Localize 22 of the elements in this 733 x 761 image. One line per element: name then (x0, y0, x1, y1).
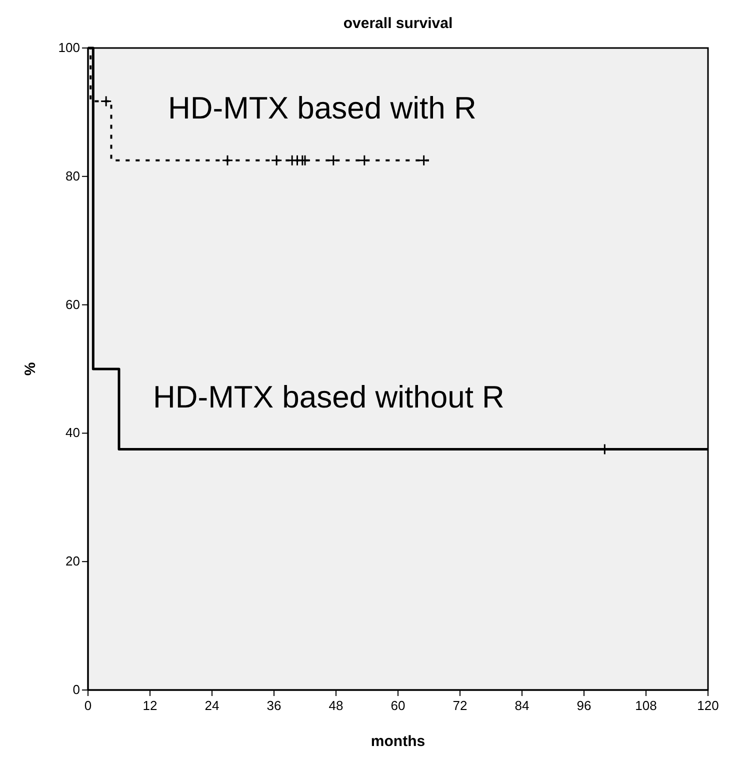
x-tick-label: 120 (697, 698, 719, 713)
y-axis-title: % (22, 362, 39, 376)
x-tick-label: 96 (576, 698, 592, 713)
y-tick-label: 20 (66, 554, 80, 569)
x-tick-label: 36 (266, 698, 282, 713)
y-tick-label: 100 (58, 40, 80, 55)
x-axis-title: months (370, 733, 426, 750)
x-tick-label: 0 (84, 698, 92, 713)
x-tick-label: 60 (390, 698, 406, 713)
y-tick-label: 60 (66, 296, 80, 312)
x-tick-label: 108 (635, 698, 657, 713)
x-tick-label: 84 (514, 698, 530, 713)
y-tick-label: 40 (66, 425, 80, 440)
x-tick-label: 24 (204, 698, 220, 713)
chart-title: overall survival (343, 15, 453, 32)
y-tick-label: 0 (72, 682, 80, 697)
y-tick-label: 80 (66, 168, 80, 184)
x-tick-label: 48 (328, 698, 344, 713)
x-tick-label: 72 (452, 698, 468, 713)
series-label: HD-MTX based without R (153, 379, 504, 414)
series-label: HD-MTX based with R (168, 90, 476, 126)
x-tick-label: 12 (142, 698, 158, 713)
